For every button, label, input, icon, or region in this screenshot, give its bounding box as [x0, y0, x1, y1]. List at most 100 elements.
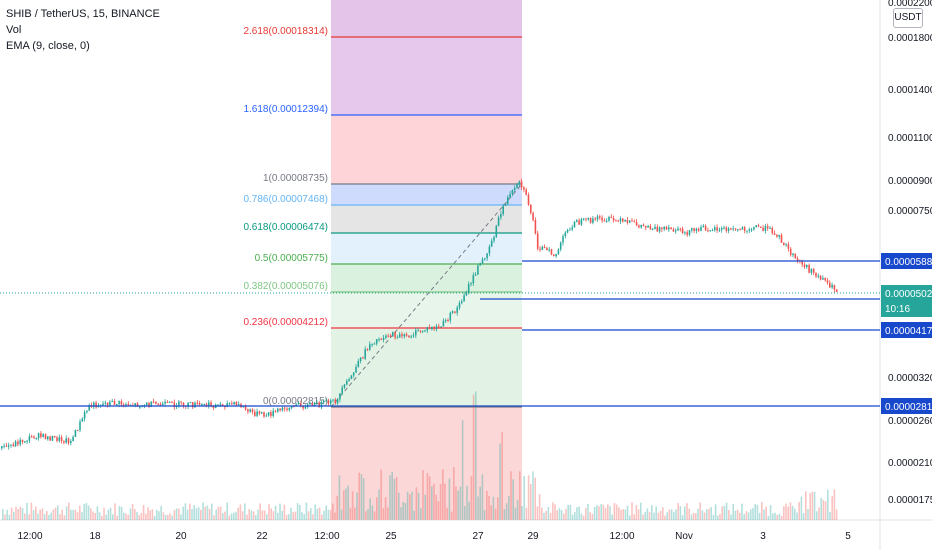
volume-bar	[125, 513, 127, 520]
candle-body	[789, 248, 792, 256]
fib-zone	[331, 292, 522, 328]
candle-body	[596, 216, 599, 220]
legend-ema[interactable]: EMA (9, close, 0)	[6, 40, 90, 52]
volume-bar	[314, 504, 316, 520]
legend-vol[interactable]: Vol	[6, 24, 22, 36]
volume-bar	[736, 509, 739, 520]
candle-body	[224, 406, 226, 408]
time-axis[interactable]: 12:00 18 20 22 12:00 25 27 29 12:00 Nov 3 5	[17, 531, 851, 542]
candle-body	[626, 219, 629, 223]
candle-body	[755, 225, 757, 228]
horizontal-lines[interactable]: 0.000058880.000048710.000041770.00002819…	[0, 253, 932, 414]
candle-body	[725, 227, 728, 231]
volume-bar	[747, 512, 750, 520]
volume-bar	[129, 508, 132, 520]
candle-body	[424, 330, 426, 332]
candle-body	[327, 400, 330, 404]
volume-bar	[827, 489, 829, 520]
volume-bar	[290, 507, 292, 520]
candle-body	[279, 408, 281, 411]
candle-body	[189, 402, 192, 404]
volume-bar	[184, 503, 187, 520]
volume-bar	[389, 475, 391, 520]
candle-body	[221, 404, 224, 407]
candle-body	[808, 265, 810, 273]
volume-bar	[347, 485, 349, 520]
candle-body	[398, 334, 401, 338]
candle-body	[210, 402, 212, 407]
volume-bar	[413, 510, 415, 520]
volume-bar	[785, 503, 787, 520]
volume-bar	[479, 486, 481, 520]
candle-body	[415, 330, 417, 336]
candle-body	[548, 249, 550, 251]
volume-bar	[521, 505, 523, 520]
candle-body	[316, 402, 318, 404]
volume-bar	[186, 509, 189, 520]
volume-bar	[461, 420, 464, 520]
fib-zone	[331, 328, 522, 407]
candle-body	[355, 366, 357, 373]
candle-body	[557, 249, 560, 255]
fib-zone	[331, 264, 522, 292]
candle-body	[472, 275, 475, 284]
volume-bar	[411, 491, 413, 520]
candle-body	[403, 334, 406, 337]
price-axis[interactable]: 0.00022000 0.00018000 0.00014000 0.00011000…	[888, 0, 932, 506]
current-price-value: 0.00005027	[885, 289, 932, 300]
volume-bar	[338, 475, 341, 520]
candle-body	[180, 401, 182, 403]
legend-symbol[interactable]: SHIB / TetherUS, 15, BINANCE	[6, 8, 160, 20]
candle-body	[546, 248, 548, 251]
volume-bar	[710, 506, 712, 520]
volume-bar	[681, 515, 684, 520]
candle-body	[467, 284, 470, 294]
price-axis-label: 0.00007500	[888, 206, 932, 217]
volume-bar	[178, 508, 180, 520]
volume-bar	[789, 502, 792, 520]
volume-bar	[327, 509, 330, 520]
candle-body	[226, 403, 228, 408]
candle-body	[79, 421, 81, 431]
candle-body	[24, 441, 26, 443]
volume-bar	[215, 509, 217, 520]
candle-body	[348, 379, 350, 381]
candle-body	[104, 402, 107, 404]
volume-bar	[662, 507, 664, 520]
candle-body	[700, 226, 702, 231]
fibonacci-retracement[interactable]: 2.618(0.00018314) 1.618(0.00012394) 1(0.00…	[243, 0, 523, 520]
volume-bar	[246, 514, 248, 520]
candle-body	[297, 403, 300, 405]
candle-body	[205, 403, 208, 407]
candle-body	[1, 446, 3, 449]
volume-bar	[567, 504, 569, 520]
volume-bar	[268, 504, 270, 520]
currency-button[interactable]: USDT	[893, 8, 923, 28]
volume-bar	[140, 512, 143, 520]
volume-bar	[63, 515, 66, 520]
volume-bar	[180, 514, 182, 520]
volume-bar	[468, 501, 470, 520]
volume-bar	[631, 502, 633, 520]
candle-body	[806, 265, 808, 268]
volume-bar	[189, 503, 191, 520]
candle-body	[711, 230, 714, 232]
volume-bar	[28, 514, 30, 520]
volume-bar	[439, 483, 442, 520]
volume-bar	[191, 509, 193, 520]
volume-bar	[48, 514, 50, 520]
candle-body	[401, 334, 403, 337]
candle-body	[527, 194, 530, 205]
volume-bar	[444, 483, 446, 520]
candle-body	[334, 399, 337, 404]
volume-bar	[602, 504, 605, 520]
countdown-timer: 10:16	[885, 304, 910, 315]
volume-bar	[719, 514, 721, 520]
candle-body	[656, 226, 659, 232]
candle-body	[753, 227, 755, 230]
volume-bar	[576, 507, 578, 520]
volume-bar	[783, 506, 785, 520]
candle-body	[665, 226, 668, 230]
candle-body	[463, 295, 465, 302]
